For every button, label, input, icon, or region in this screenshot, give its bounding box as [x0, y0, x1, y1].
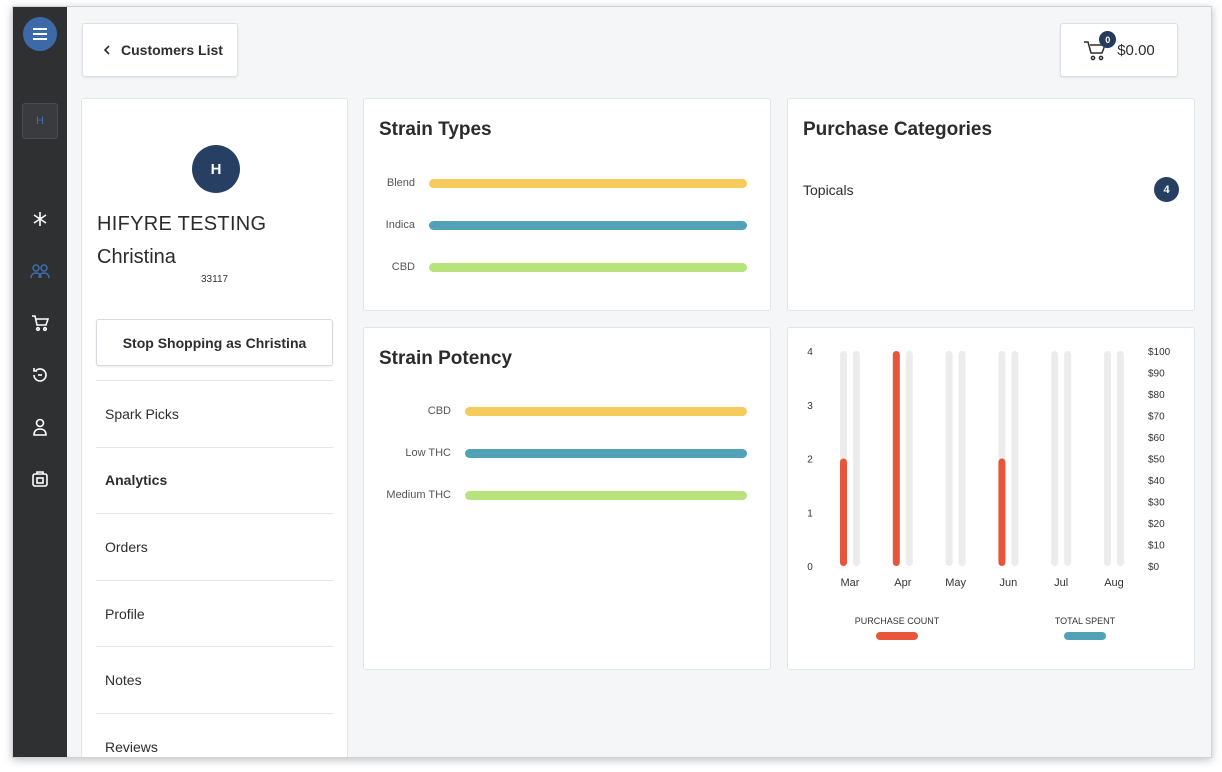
top-bar: Customers List 0 $0.00 — [67, 7, 1211, 93]
customer-avatar: H — [192, 145, 240, 193]
purchase-categories-card: Purchase Categories Topicals 4 — [787, 98, 1195, 311]
legend-swatch — [1064, 632, 1106, 640]
bar-track — [1104, 351, 1111, 566]
strain-type-bar — [429, 220, 747, 230]
strain-potency-bar — [465, 406, 747, 416]
strain-type-label: Blend — [386, 177, 415, 189]
chevron-left-icon — [103, 42, 111, 58]
purchase-categories-title: Purchase Categories — [803, 119, 993, 140]
legend-swatch — [876, 632, 918, 640]
bar-track — [853, 351, 860, 566]
bar-track — [1051, 351, 1059, 566]
bar-track — [905, 351, 913, 566]
x-axis-tick: Aug — [1104, 577, 1124, 589]
sparkle-icon[interactable] — [28, 207, 52, 231]
customer-nav-item-analytics[interactable]: Analytics — [96, 446, 333, 514]
strain-type-bar — [429, 178, 747, 188]
cart-count-badge: 0 — [1099, 31, 1117, 48]
strain-type-row: Indica — [379, 219, 747, 231]
strain-potency-label: Medium THC — [386, 489, 451, 501]
customer-nav-item-orders[interactable]: Orders — [96, 513, 333, 580]
bar-track — [1011, 351, 1019, 566]
y-axis-left-tick: 1 — [807, 508, 813, 519]
strain-potency-bar — [465, 448, 747, 458]
strain-potency-row: Low THC — [379, 447, 747, 459]
y-axis-left-tick: 0 — [807, 562, 813, 573]
bag-icon[interactable] — [28, 467, 52, 491]
customers-list-button[interactable]: Customers List — [82, 23, 238, 77]
y-axis-right-tick: $50 — [1148, 455, 1165, 466]
purchase-count-bar — [998, 458, 1006, 566]
x-axis-tick: Jul — [1054, 577, 1068, 589]
strain-types-card: Strain Types Blend Indica CBD — [363, 98, 771, 311]
rail-avatar[interactable]: H — [22, 103, 58, 139]
back-button-label: Customers List — [121, 42, 223, 58]
y-axis-right-tick: $20 — [1148, 519, 1165, 530]
strain-potency-label: CBD — [427, 405, 451, 417]
bar-track — [945, 351, 953, 566]
customer-nav: Spark Picks Analytics Orders Profile Not… — [96, 380, 333, 757]
purchase-count-bar — [892, 351, 900, 566]
y-axis-left-tick: 4 — [807, 347, 813, 358]
user-icon[interactable] — [28, 415, 52, 439]
purchase-count-bar — [840, 458, 847, 566]
strain-potency-title: Strain Potency — [379, 348, 513, 369]
refresh-icon[interactable] — [28, 363, 52, 387]
purchase-history-chart: 0 1 2 3 4 $0 $10 $20 $30 $40 $50 $60 $70 $80 $90 $100 Ma… — [807, 347, 1171, 640]
strain-type-bar — [429, 262, 747, 272]
cart-icon: 0 — [1083, 31, 1117, 63]
y-axis-right-tick: $70 — [1148, 412, 1165, 423]
strain-potency-row: Medium THC — [379, 489, 747, 501]
app-window: H Customers List — [12, 6, 1212, 758]
customer-nav-item-notes[interactable]: Notes — [96, 646, 333, 713]
strain-type-row: Blend — [379, 177, 747, 189]
legend-label: PURCHASE COUNT — [855, 616, 940, 626]
category-row[interactable]: Topicals 4 — [803, 177, 1179, 202]
cart-total: $0.00 — [1117, 41, 1155, 59]
legend-label: TOTAL SPENT — [1055, 616, 1116, 626]
bar-track — [1064, 351, 1072, 566]
bar-track — [1117, 351, 1124, 566]
customer-name-line2: Christina — [97, 246, 176, 268]
purchase-history-chart-card: 0 1 2 3 4 $0 $10 $20 $30 $40 $50 $60 $70 $80 $90 $100 Ma… — [787, 327, 1195, 670]
y-axis-right-tick: $30 — [1148, 498, 1165, 509]
x-axis-tick: Mar — [841, 577, 860, 589]
customer-panel: H HIFYRE TESTING Christina 33117 Stop Sh… — [81, 98, 348, 757]
rail-avatar-initial: H — [36, 115, 44, 127]
cart-icon[interactable] — [28, 311, 52, 335]
y-axis-right-tick: $60 — [1148, 433, 1165, 444]
strain-potency-row: CBD — [379, 405, 747, 417]
category-count-badge: 4 — [1154, 177, 1179, 202]
strain-type-row: CBD — [379, 261, 747, 273]
x-axis-tick: Jun — [1000, 577, 1018, 589]
customer-nav-item-reviews[interactable]: Reviews — [96, 712, 333, 757]
x-axis-tick: May — [945, 577, 966, 589]
y-axis-right-tick: $80 — [1148, 390, 1165, 401]
nav-rail: H — [13, 7, 67, 757]
x-axis-tick: Apr — [894, 577, 911, 589]
bar-track — [958, 351, 966, 566]
y-axis-left-tick: 2 — [807, 455, 813, 466]
menu-icon[interactable] — [23, 17, 57, 51]
strain-potency-bar — [465, 490, 747, 500]
cart-button[interactable]: 0 $0.00 — [1060, 23, 1178, 77]
y-axis-right-tick: $40 — [1148, 476, 1165, 487]
category-label: Topicals — [803, 181, 854, 198]
customers-icon[interactable] — [28, 259, 52, 283]
strain-potency-label: Low THC — [405, 447, 451, 459]
strain-type-label: Indica — [385, 219, 415, 231]
y-axis-right-tick: $90 — [1148, 369, 1165, 380]
customer-nav-item-spark-picks[interactable]: Spark Picks — [96, 380, 333, 447]
y-axis-right-tick: $0 — [1148, 562, 1160, 573]
y-axis-right-tick: $10 — [1148, 541, 1165, 552]
y-axis-right-tick: $100 — [1148, 347, 1171, 358]
customer-id: 33117 — [201, 274, 229, 285]
y-axis-left-tick: 3 — [807, 401, 813, 412]
strain-potency-card: Strain Potency CBD Low THC Medium THC — [363, 327, 771, 670]
customer-nav-item-profile[interactable]: Profile — [96, 579, 333, 647]
strain-type-label: CBD — [391, 261, 415, 273]
customer-name-line1: HIFYRE TESTING — [97, 213, 267, 235]
stop-shopping-button[interactable]: Stop Shopping as Christina — [96, 319, 333, 366]
strain-types-title: Strain Types — [379, 119, 492, 140]
